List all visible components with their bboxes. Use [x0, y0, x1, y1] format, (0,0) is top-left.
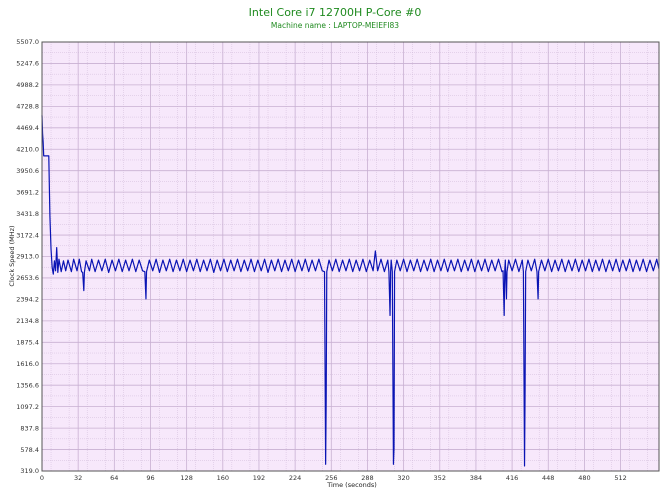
- x-tick-label: 0: [40, 474, 44, 482]
- x-tick-label: 448: [542, 474, 554, 482]
- y-tick-label: 1356.6: [16, 381, 39, 389]
- x-tick-label: 512: [614, 474, 626, 482]
- x-tick-label: 384: [470, 474, 482, 482]
- y-tick-label: 5507.0: [16, 38, 39, 46]
- x-tick-label: 320: [397, 474, 409, 482]
- y-tick-label: 4728.8: [16, 103, 39, 111]
- y-tick-label: 1097.2: [16, 403, 39, 411]
- x-tick-label: 480: [578, 474, 590, 482]
- y-tick-label: 3950.6: [16, 167, 39, 175]
- y-tick-label: 3691.2: [16, 188, 39, 196]
- x-tick-label: 32: [74, 474, 82, 482]
- x-tick-label: 128: [180, 474, 192, 482]
- x-tick-label: 256: [325, 474, 337, 482]
- y-tick-label: 2134.8: [16, 317, 39, 325]
- y-tick-label: 319.0: [20, 467, 39, 475]
- y-tick-label: 2653.6: [16, 274, 39, 282]
- x-tick-label: 352: [434, 474, 446, 482]
- y-tick-label: 837.8: [20, 424, 39, 432]
- y-tick-label: 2913.0: [16, 253, 39, 261]
- series-layer: [41, 115, 660, 467]
- plot-frame: [41, 41, 660, 472]
- x-tick-label: 64: [110, 474, 118, 482]
- grid-lines: [42, 42, 659, 471]
- series-line-0: [41, 115, 660, 467]
- y-tick-label: 1616.0: [16, 360, 39, 368]
- x-tick-label: 288: [361, 474, 373, 482]
- chart-subtitle: Machine name : LAPTOP-MEIEFI83: [271, 21, 399, 30]
- y-tick-label: 4988.2: [16, 81, 39, 89]
- y-tick-label: 4210.0: [16, 145, 39, 153]
- y-tick-label: 1875.4: [16, 339, 39, 347]
- y-tick-label: 4469.4: [16, 124, 39, 132]
- x-tick-label: 224: [289, 474, 301, 482]
- x-tick-label: 160: [217, 474, 229, 482]
- x-axis-label: Time (seconds): [326, 481, 377, 489]
- y-axis-label: Clock Speed (MHz): [8, 225, 16, 286]
- y-tick-label: 3172.4: [16, 231, 39, 239]
- x-tick-label: 192: [253, 474, 265, 482]
- chart-title: Intel Core i7 12700H P-Core #0: [249, 6, 422, 19]
- y-tick-label: 5247.6: [16, 60, 39, 68]
- y-tick-label: 578.4: [20, 446, 39, 454]
- y-tick-label: 3431.8: [16, 210, 39, 218]
- y-tick-label: 2394.2: [16, 296, 39, 304]
- x-tick-label: 416: [506, 474, 518, 482]
- axis-ticks: 0 32 64 96 128 160 192 224 256 288 320 352 384 416 448…: [16, 38, 627, 482]
- x-tick-label: 96: [146, 474, 154, 482]
